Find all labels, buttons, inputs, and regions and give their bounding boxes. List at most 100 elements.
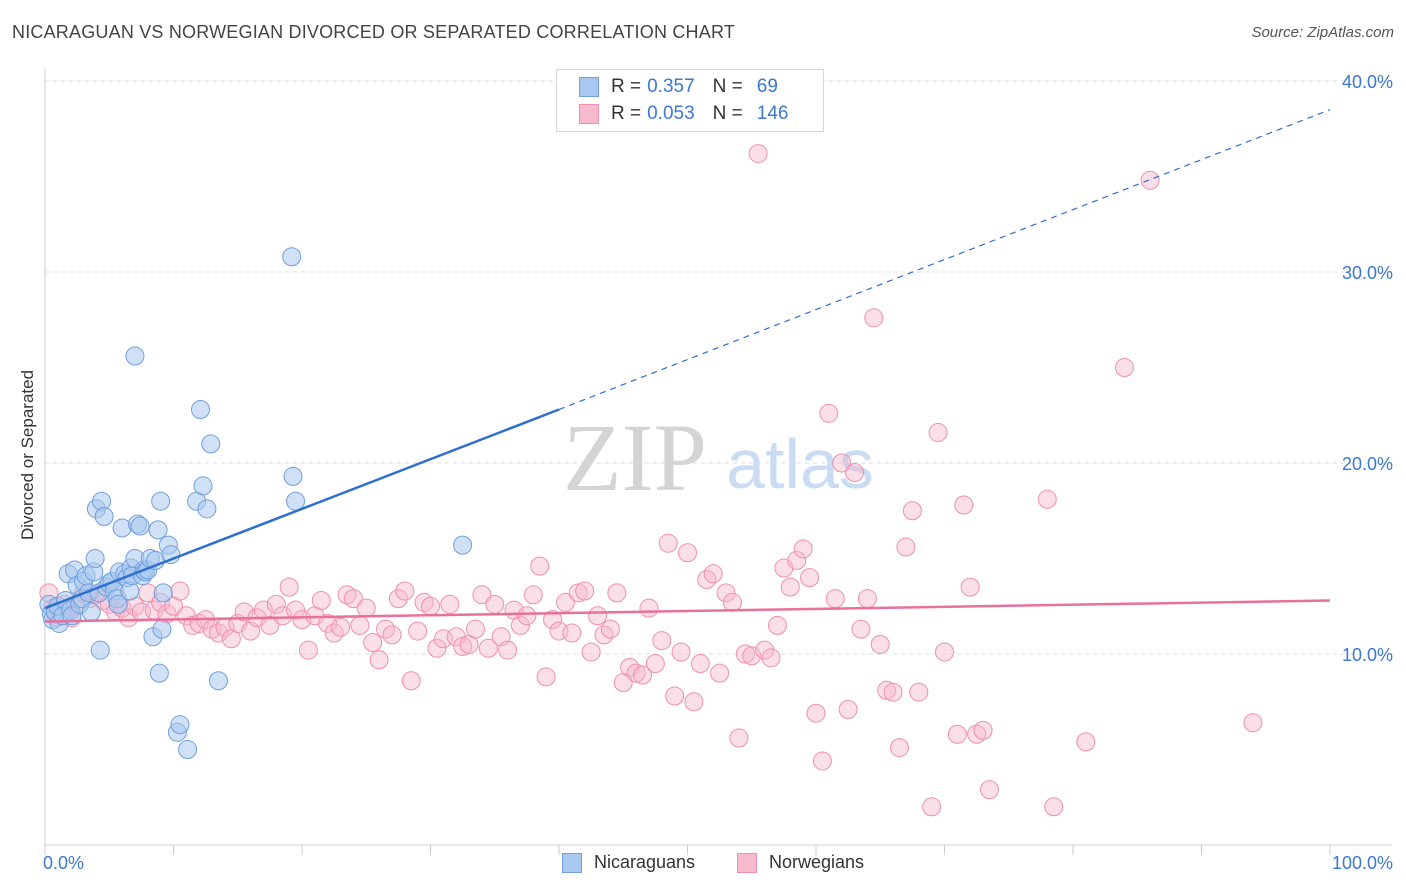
norwegian-point	[671, 642, 691, 662]
nicaraguan-point	[282, 247, 302, 267]
norwegian-point	[260, 615, 280, 635]
norwegian-point	[273, 606, 293, 626]
blue-swatch	[562, 852, 582, 873]
r-value: 0.053	[647, 103, 695, 124]
norwegian-point	[877, 680, 897, 700]
norwegian-point	[568, 583, 588, 603]
norwegian-point	[266, 594, 286, 614]
gridlines	[45, 80, 1392, 655]
chart-title: NICARAGUAN VS NORWEGIAN DIVORCED OR SEPA…	[12, 22, 736, 42]
norwegian-point	[883, 682, 903, 702]
nicaraguan-point	[130, 516, 150, 536]
norwegian-point	[787, 550, 807, 570]
y-tick-label: 30.0%	[1342, 263, 1393, 283]
norwegian-point	[279, 577, 299, 597]
nicaraguans-trend-extension	[558, 109, 1331, 411]
nicaraguan-point	[453, 535, 473, 555]
n-label: N =	[712, 76, 743, 97]
y-tick-label: 40.0%	[1342, 72, 1393, 92]
norwegian-point	[851, 619, 871, 639]
norwegian-point	[819, 403, 839, 423]
norwegian-point	[979, 780, 999, 800]
norwegian-point	[421, 596, 440, 616]
norwegian-point	[633, 665, 653, 685]
r-value: 0.357	[647, 76, 695, 97]
n-label: N =	[712, 103, 743, 124]
norwegian-point	[485, 594, 505, 614]
n-value: 69	[756, 76, 778, 97]
norwegian-point	[890, 738, 910, 758]
pink-swatch	[579, 104, 599, 124]
norwegian-point	[530, 556, 550, 576]
norwegian-point	[806, 703, 826, 723]
norwegian-point	[575, 581, 595, 601]
norwegian-point	[722, 592, 742, 612]
norwegian-point	[517, 606, 537, 626]
norwegian-point	[588, 606, 608, 626]
norwegian-point	[388, 589, 408, 609]
norwegian-point	[401, 671, 421, 691]
norwegian-point	[498, 640, 518, 660]
nicaraguan-point	[153, 583, 173, 603]
norwegian-point	[1044, 797, 1064, 817]
norwegian-point	[427, 638, 447, 658]
norwegian-point	[755, 640, 775, 660]
nicaraguan-point	[151, 491, 171, 511]
nicaraguan-point	[208, 671, 228, 691]
nicaraguan-point	[148, 520, 168, 540]
y-tick-label: 20.0%	[1342, 454, 1393, 474]
norwegian-point	[793, 539, 813, 559]
norwegian-point	[960, 577, 980, 597]
norwegian-point	[761, 648, 781, 668]
norwegian-point	[356, 598, 376, 618]
norwegian-point	[607, 583, 627, 603]
norwegian-point	[935, 642, 954, 662]
norwegians-trend-line	[44, 599, 1331, 623]
blue-swatch	[579, 77, 599, 97]
y-tick-label: 10.0%	[1342, 645, 1393, 665]
legend-item-norwegians[interactable]: Norwegians	[737, 852, 864, 873]
nicaraguan-point	[201, 434, 221, 454]
nicaraguan-point	[170, 715, 190, 735]
norwegian-point	[838, 699, 858, 719]
nicaraguan-point	[178, 740, 198, 759]
norwegian-point	[555, 592, 575, 612]
legend-item-nicaraguans[interactable]: Nicaraguans	[562, 852, 695, 873]
norwegian-point	[742, 646, 762, 666]
norwegian-point	[645, 654, 665, 674]
norwegian-point	[710, 663, 730, 683]
norwegian-point	[562, 623, 582, 643]
nicaraguan-point	[81, 602, 101, 622]
source-label: Source: ZipAtlas.com	[1251, 24, 1394, 41]
norwegian-point	[369, 650, 389, 670]
norwegian-point	[909, 682, 929, 702]
norwegian-point	[902, 501, 922, 521]
series-legend: Nicaraguans Norwegians	[0, 852, 1406, 878]
norwegian-point	[453, 636, 473, 656]
norwegian-point	[767, 615, 787, 635]
norwegian-point	[639, 598, 659, 618]
norwegian-point	[1037, 489, 1057, 509]
norwegian-point	[832, 453, 852, 473]
norwegian-point	[658, 533, 678, 553]
norwegian-point	[183, 615, 203, 635]
tick-labels: 10.0% 20.0% 30.0% 40.0% 0.0% 100.0%	[43, 72, 1393, 873]
norwegian-point	[395, 581, 415, 601]
norwegian-point	[684, 692, 704, 712]
trend-lines	[44, 109, 1331, 623]
norwegian-point	[857, 589, 877, 609]
norwegian-point	[408, 621, 428, 641]
norwegian-point	[896, 537, 916, 557]
norwegian-point	[440, 594, 460, 614]
pink-swatch	[737, 852, 757, 873]
nicaraguan-point	[90, 640, 110, 660]
axes	[44, 68, 1392, 855]
norwegian-point	[690, 654, 710, 674]
norwegian-point	[845, 463, 865, 483]
nicaraguan-point	[152, 619, 172, 639]
norwegian-point	[1243, 713, 1263, 733]
norwegian-point	[825, 589, 845, 609]
norwegian-point	[382, 625, 402, 645]
norwegian-point	[678, 543, 697, 563]
norwegian-point	[292, 610, 312, 630]
